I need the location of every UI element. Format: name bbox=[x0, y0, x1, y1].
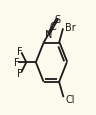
Text: Cl: Cl bbox=[66, 94, 75, 104]
Text: S: S bbox=[54, 14, 60, 24]
Text: N: N bbox=[45, 30, 52, 40]
Text: F: F bbox=[17, 69, 23, 79]
Text: F: F bbox=[17, 47, 23, 57]
Text: Br: Br bbox=[65, 22, 76, 32]
Text: C: C bbox=[50, 22, 57, 32]
Text: F: F bbox=[14, 58, 19, 68]
